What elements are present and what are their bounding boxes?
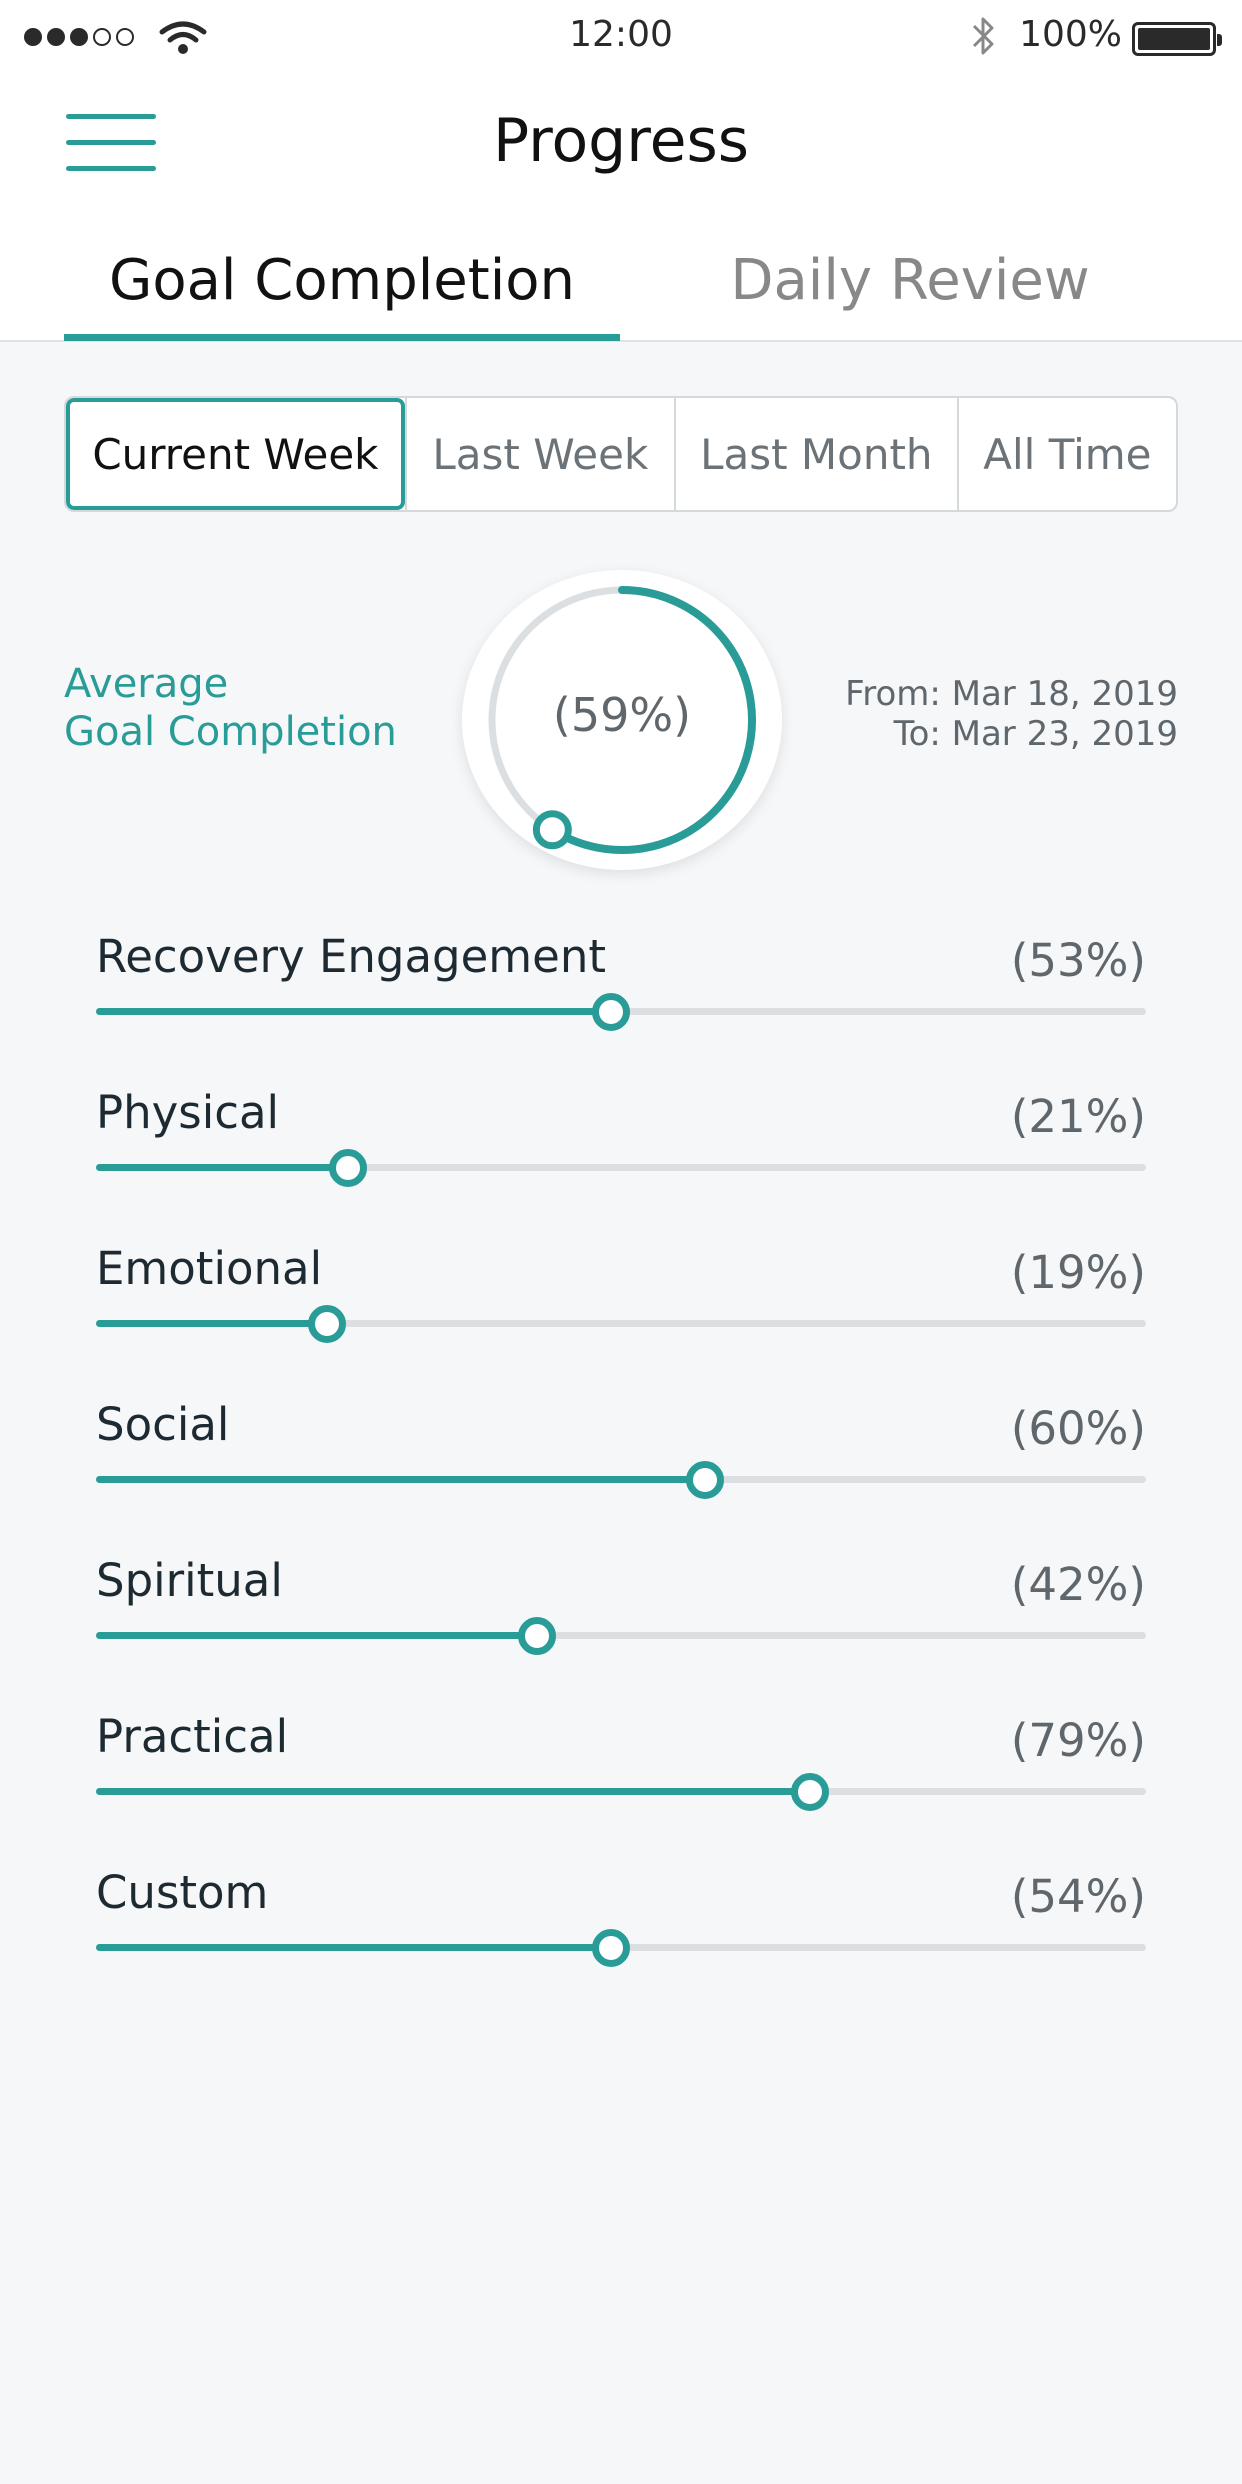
goal-track-fill: [96, 1476, 705, 1483]
top-bar: 12:00 100% Progress Goal Completion Dail…: [0, 0, 1242, 342]
goal-row-physical: Physical (21%): [96, 1080, 1146, 1236]
goal-label: Spiritual: [96, 1554, 283, 1607]
goal-row-custom: Custom (54%): [96, 1860, 1146, 2016]
goal-track-fill: [96, 1944, 611, 1951]
goal-thumb[interactable]: [308, 1305, 346, 1343]
goal-track-fill: [96, 1164, 348, 1171]
page-title: Progress: [492, 106, 750, 176]
goal-track-fill: [96, 1632, 537, 1639]
goal-row-practical: Practical (79%): [96, 1704, 1146, 1860]
goal-row-recovery-engagement: Recovery Engagement (53%): [96, 924, 1146, 1080]
goal-progress-list: Recovery Engagement (53%) Physical (21%)…: [96, 924, 1146, 2016]
goal-thumb[interactable]: [686, 1461, 724, 1499]
segment-current-week[interactable]: Current Week: [66, 398, 405, 510]
progress-ring: [488, 586, 756, 854]
goal-label: Social: [96, 1398, 230, 1451]
clock: 12:00: [569, 14, 673, 55]
segment-all-time[interactable]: All Time: [956, 398, 1176, 510]
battery-percentage: 100%: [1019, 14, 1122, 55]
average-goal-completion-label: Average Goal Completion: [64, 660, 397, 756]
period-selector: Current Week Last Week Last Month All Ti…: [64, 396, 1178, 512]
ring-thumb: [532, 810, 572, 850]
goal-percent: (19%): [1010, 1246, 1146, 1299]
goal-track: [96, 993, 1146, 1031]
signal-strength-icon: [24, 28, 134, 46]
average-label-line1: Average: [64, 661, 229, 707]
tab-daily-review[interactable]: Daily Review: [730, 248, 1090, 313]
goal-thumb[interactable]: [329, 1149, 367, 1187]
goal-row-social: Social (60%): [96, 1392, 1146, 1548]
ring-progress-arc: [548, 586, 756, 854]
average-completion-ring: (59%): [462, 570, 782, 870]
goal-track: [96, 1149, 1146, 1187]
goal-label: Custom: [96, 1866, 269, 1919]
goal-percent: (42%): [1010, 1558, 1146, 1611]
goal-thumb[interactable]: [791, 1773, 829, 1811]
goal-track-fill: [96, 1788, 810, 1795]
goal-track: [96, 1929, 1146, 1967]
goal-percent: (54%): [1010, 1870, 1146, 1923]
date-to: To: Mar 23, 2019: [893, 714, 1178, 754]
goal-label: Emotional: [96, 1242, 323, 1295]
wifi-icon: [159, 21, 207, 54]
bluetooth-icon: [972, 17, 994, 55]
goal-track-fill: [96, 1008, 611, 1015]
goal-label: Recovery Engagement: [96, 930, 606, 983]
date-from: From: Mar 18, 2019: [845, 674, 1178, 714]
average-percent: (59%): [552, 688, 692, 742]
tab-goal-completion[interactable]: Goal Completion: [108, 248, 576, 313]
goal-thumb[interactable]: [591, 1929, 630, 1967]
goal-thumb[interactable]: [518, 1617, 556, 1655]
date-range: From: Mar 18, 2019 To: Mar 23, 2019: [845, 674, 1178, 754]
battery-icon: [1132, 22, 1222, 56]
segment-last-month[interactable]: Last Month: [673, 398, 957, 510]
hamburger-menu-icon[interactable]: [66, 114, 156, 174]
goal-label: Practical: [96, 1710, 289, 1763]
goal-percent: (79%): [1010, 1714, 1146, 1767]
active-tab-indicator: [64, 334, 620, 341]
average-label-line2: Goal Completion: [64, 709, 397, 755]
segment-last-week[interactable]: Last Week: [404, 398, 674, 510]
goal-label: Physical: [96, 1086, 280, 1139]
goal-percent: (21%): [1010, 1090, 1146, 1143]
goal-track: [96, 1773, 1146, 1811]
goal-track: [96, 1305, 1146, 1343]
goal-row-emotional: Emotional (19%): [96, 1236, 1146, 1392]
goal-percent: (53%): [1010, 934, 1146, 987]
goal-track-fill: [96, 1320, 327, 1327]
goal-thumb[interactable]: [591, 993, 630, 1031]
goal-track: [96, 1461, 1146, 1499]
goal-track: [96, 1617, 1146, 1655]
goal-percent: (60%): [1010, 1402, 1146, 1455]
goal-row-spiritual: Spiritual (42%): [96, 1548, 1146, 1704]
status-bar: 12:00 100%: [0, 0, 1242, 80]
